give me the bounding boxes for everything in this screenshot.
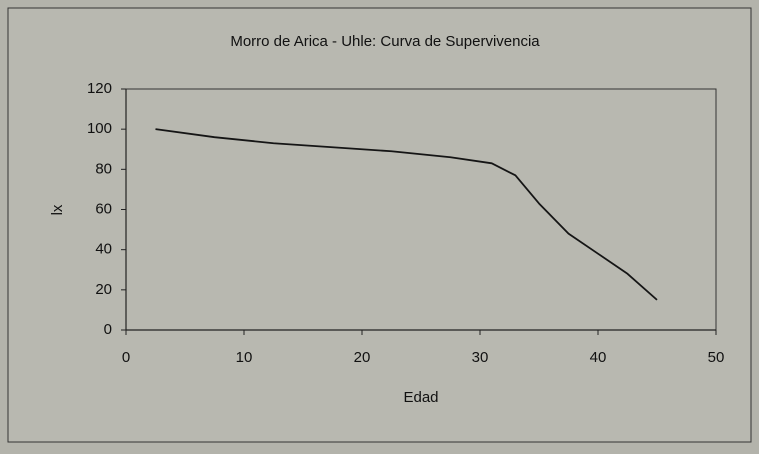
y-tick-label: 80	[95, 160, 112, 177]
x-tick-label: 50	[708, 349, 725, 366]
y-tick-label: 0	[104, 321, 112, 338]
plot-frame	[126, 88, 717, 330]
y-tick-label: 20	[95, 281, 112, 298]
x-axis-label: Edad	[403, 389, 438, 406]
x-tick-label: 30	[472, 349, 489, 366]
x-tick-label: 10	[236, 349, 253, 366]
y-tick-label: 40	[95, 241, 112, 258]
x-tick-label: 40	[590, 349, 607, 366]
y-axis-label: lx	[49, 204, 66, 215]
y-tick-label: 120	[87, 80, 112, 97]
y-tick-label: 100	[87, 120, 112, 137]
chart-title: Morro de Arica - Uhle: Curva de Superviv…	[230, 33, 540, 50]
chart-frame	[7, 7, 752, 443]
x-tick-label: 0	[122, 349, 130, 366]
survival-line	[155, 128, 658, 301]
x-tick-label: 20	[354, 349, 371, 366]
y-tick-label: 60	[95, 200, 112, 217]
